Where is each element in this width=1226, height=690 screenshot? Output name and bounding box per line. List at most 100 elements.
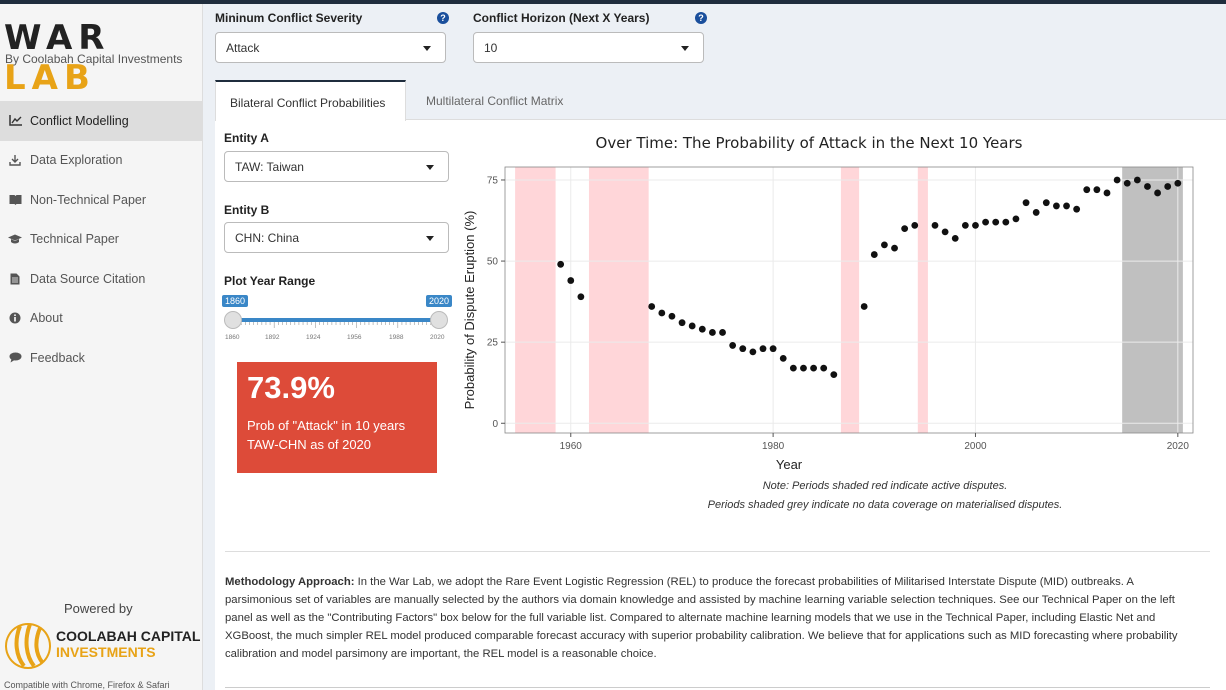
methodology-text: Methodology Approach: In the War Lab, we… [225,573,1185,663]
data-point [1164,183,1172,190]
data-point [820,364,828,372]
slider-max-tag: 2020 [426,295,453,307]
data-point [810,364,817,372]
active-dispute-band [917,167,928,433]
sidebar-item-label: About [30,311,63,326]
data-point [1053,202,1060,210]
sidebar-item-data-exploration[interactable]: Data Exploration [0,141,202,181]
slider-axis-label: 1988 [389,334,404,341]
app-logo-subtitle: By Coolabah Capital Investments [5,52,183,66]
chevron-down-icon [426,165,434,170]
sidebar-item-about[interactable]: About [0,299,202,339]
slider-axis-label: 1860 [225,334,240,341]
data-point [1093,186,1101,194]
year-range-slider-track[interactable] [233,318,439,322]
data-point [1144,183,1151,190]
data-point [709,329,716,336]
severity-label: Mininum Conflict Severity [215,11,363,25]
data-point [961,221,969,229]
sidebar-item-non-technical-paper[interactable]: Non-Technical Paper [0,180,202,220]
data-point [931,221,939,229]
sidebar-item-label: Data Exploration [30,153,123,168]
data-point [830,371,838,379]
sidebar-item-feedback[interactable]: Feedback [0,338,202,378]
data-point [719,329,726,336]
slider-max-handle[interactable] [430,311,448,329]
data-point [729,342,737,349]
entity-a-select[interactable]: TAW: Taiwan [224,151,449,182]
data-point [749,348,757,356]
x-axis-label: Year [776,457,803,472]
data-point [1123,179,1131,187]
powered-by-label: Powered by [64,601,133,616]
sidebar-nav: Conflict Modelling Data Exploration Non-… [0,101,202,378]
brand-name-line2: INVESTMENTS [56,644,156,660]
slider-min-tag: 1860 [222,295,249,307]
chevron-down-icon [681,46,689,51]
data-point [698,325,706,333]
slider-ticks [233,322,439,328]
methodology-heading: Methodology Approach: [225,576,355,588]
y-tick-label: 50 [487,257,499,268]
data-point [567,277,575,284]
severity-select-value: Attack [226,41,260,55]
slider-min-handle[interactable] [224,311,242,329]
sidebar-item-label: Conflict Modelling [30,113,129,128]
data-point [972,221,979,229]
slider-axis-label: 1892 [265,334,280,341]
data-point [1154,189,1161,197]
data-point [648,303,656,310]
severity-help-icon[interactable]: ? [437,12,449,24]
tab-bilateral[interactable]: Bilateral Conflict Probabilities [215,80,406,121]
data-point [881,241,888,249]
data-point [901,225,909,233]
data-point [911,221,919,229]
probability-caption-line2: TAW-CHN as of 2020 [247,437,372,452]
sidebar-item-technical-paper[interactable]: Technical Paper [0,220,202,260]
y-tick-label: 75 [487,175,499,186]
horizon-select[interactable]: 10 [473,32,704,63]
sidebar-item-data-source-citation[interactable]: Data Source Citation [0,259,202,299]
slider-axis-label: 2020 [430,334,445,341]
horizon-select-value: 10 [484,41,498,55]
data-point [1002,218,1010,226]
sidebar-item-label: Feedback [30,350,85,365]
entity-a-value: TAW: Taiwan [235,160,304,174]
slider-axis-label: 1956 [347,334,362,341]
entity-b-value: CHN: China [235,231,300,245]
data-point [1073,205,1081,213]
data-point [1133,176,1141,184]
y-tick-label: 25 [487,338,499,349]
data-point [1063,202,1070,210]
entity-b-select[interactable]: CHN: China [224,222,449,253]
app-logo-title[interactable]: WAR LAB [4,18,111,98]
file-icon [8,273,22,285]
horizon-label: Conflict Horizon (Next X Years) [473,11,650,25]
x-tick-label: 1960 [560,441,583,452]
data-point [982,218,989,226]
sidebar: WAR LAB By Coolabah Capital Investments … [0,4,203,690]
download-icon [8,154,22,166]
active-dispute-band [515,167,556,433]
probability-caption-line1: Prob of "Attack" in 10 years [247,418,406,433]
data-point [1113,176,1121,184]
no-coverage-band [1122,167,1183,433]
section-divider-bottom [225,687,1210,688]
book-icon [8,194,22,206]
data-point [1022,199,1030,207]
horizon-help-icon[interactable]: ? [695,12,707,24]
graduation-cap-icon [8,233,22,245]
data-point [1174,179,1182,187]
severity-select[interactable]: Attack [215,32,446,63]
data-point [1042,199,1050,207]
data-point [789,364,797,372]
sidebar-item-conflict-modelling[interactable]: Conflict Modelling [0,101,202,141]
probability-chart: Over Time: The Probability of Attack in … [462,134,1194,511]
data-point [557,260,565,268]
active-dispute-band [840,167,860,433]
data-point [678,319,686,327]
data-point [860,303,868,310]
coolabah-logo-icon [5,623,52,669]
tab-multilateral[interactable]: Multilateral Conflict Matrix [426,94,564,108]
data-point [1083,186,1091,194]
